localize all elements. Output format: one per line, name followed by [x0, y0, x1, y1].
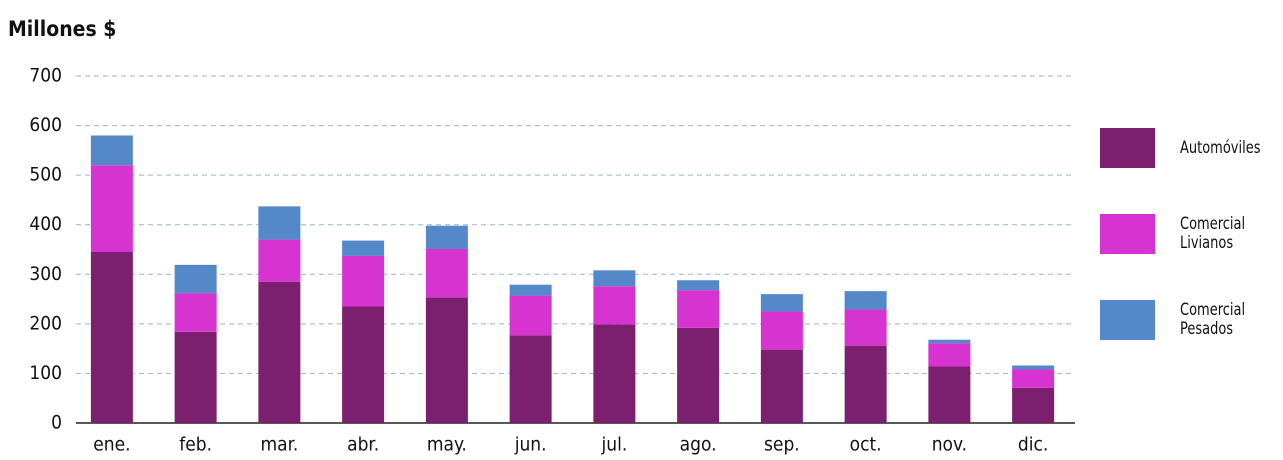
bar-segment [258, 239, 301, 282]
x-tick-label: jun. [514, 434, 547, 456]
bar-segment [174, 293, 217, 332]
bar-segment [174, 264, 217, 294]
legend-swatch [1100, 300, 1155, 340]
bar-segment [677, 327, 720, 423]
bar-segment [760, 349, 803, 423]
x-tick-label: abr. [347, 434, 379, 456]
bar-segment [760, 311, 803, 350]
y-tick-label: 0 [51, 412, 62, 434]
bar-segment [258, 281, 301, 423]
bar-segment [844, 309, 887, 346]
x-tick-label: sep. [764, 434, 800, 456]
legend-label: Comercial Pesados [1180, 300, 1246, 339]
bar-segment [342, 240, 385, 256]
legend-item: Comercial Pesados [1100, 300, 1280, 340]
x-tick-label: jul. [600, 434, 627, 456]
legend-item: Comercial Livianos [1100, 214, 1280, 254]
bar-segment [509, 335, 552, 423]
bar-segment [174, 331, 217, 423]
legend-swatch [1100, 128, 1155, 168]
bar-segment [677, 280, 720, 291]
legend-swatch [1100, 214, 1155, 254]
x-tick-label: ene. [93, 434, 130, 456]
bar-segment [677, 290, 720, 328]
x-tick-label: nov. [932, 434, 967, 456]
bar-segment [1012, 365, 1055, 370]
y-tick-label: 500 [29, 164, 62, 186]
x-tick-label: feb. [179, 434, 212, 456]
bar-segment [593, 270, 636, 287]
bar-segment [1012, 387, 1055, 423]
bar-segment [844, 291, 887, 310]
bar-segment [928, 339, 971, 344]
y-tick-label: 600 [29, 114, 62, 136]
bar-segment [509, 284, 552, 296]
bar-segment [593, 324, 636, 423]
bar-segment [342, 306, 385, 423]
y-tick-label: 200 [29, 312, 62, 334]
x-tick-label: mar. [260, 434, 298, 456]
bar-segment [90, 251, 133, 423]
bar-segment [928, 366, 971, 423]
bar-segment [1012, 369, 1055, 388]
y-tick-label: 400 [29, 213, 62, 235]
legend-item: Automóviles [1100, 128, 1280, 168]
bar-segment [258, 206, 301, 240]
bar-segment [425, 225, 468, 250]
bar-segment [760, 294, 803, 312]
y-tick-label: 100 [29, 362, 62, 384]
legend-label: Comercial Livianos [1180, 214, 1246, 253]
legend-label: Automóviles [1180, 137, 1261, 158]
x-tick-label: may. [427, 434, 467, 456]
bar-segment [90, 165, 133, 252]
x-tick-label: dic. [1018, 434, 1048, 456]
chart-title: Millones $ [8, 17, 116, 41]
bar-segment [425, 297, 468, 423]
x-tick-label: oct. [850, 434, 882, 456]
y-tick-label: 300 [29, 263, 62, 285]
x-tick-label: ago. [680, 434, 717, 456]
bar-segment [844, 345, 887, 423]
bar-segment [928, 343, 971, 367]
bar-segment [342, 255, 385, 307]
bar-segment [593, 286, 636, 325]
y-tick-label: 700 [29, 65, 62, 87]
bar-segment [90, 135, 133, 166]
bar-segment [425, 249, 468, 298]
bar-segment [509, 295, 552, 336]
